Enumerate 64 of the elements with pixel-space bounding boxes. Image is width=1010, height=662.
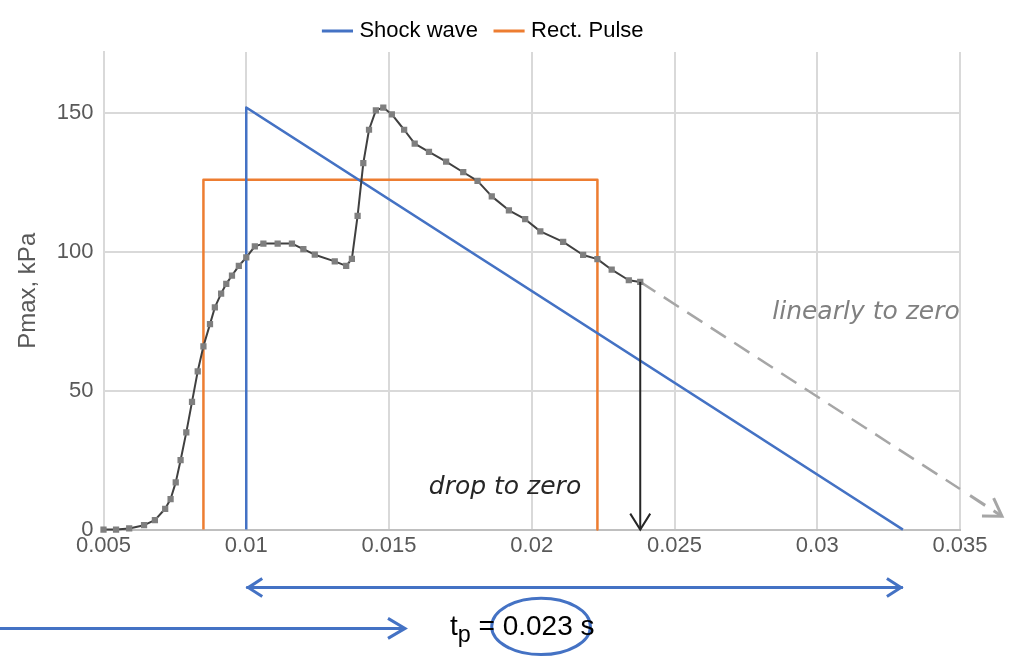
point xyxy=(411,140,418,147)
y-tick-label: 150 xyxy=(56,99,94,125)
point xyxy=(401,126,408,133)
point xyxy=(172,479,179,486)
point xyxy=(594,256,601,263)
point xyxy=(300,246,307,253)
point xyxy=(488,193,495,200)
point xyxy=(200,343,207,350)
y-tick-label: 100 xyxy=(56,237,94,263)
point xyxy=(360,159,367,167)
point xyxy=(460,169,467,176)
point xyxy=(442,158,450,165)
annotation: linearly to zero xyxy=(772,295,960,325)
point xyxy=(505,207,513,214)
y-tick-label: 50 xyxy=(69,376,94,402)
x-tick-label: 0.01 xyxy=(224,531,268,557)
point xyxy=(251,243,258,250)
x-tick-label: 0.03 xyxy=(795,531,839,557)
point xyxy=(331,258,338,265)
legend-label: Shock wave xyxy=(359,17,479,43)
point xyxy=(522,216,529,223)
point xyxy=(580,251,587,259)
point xyxy=(274,240,281,247)
point xyxy=(126,525,133,532)
point xyxy=(372,107,379,114)
point xyxy=(625,277,632,284)
point xyxy=(112,526,120,533)
point xyxy=(260,240,267,247)
point xyxy=(211,304,218,311)
point xyxy=(537,228,544,235)
point xyxy=(425,148,433,156)
point xyxy=(560,238,567,246)
point xyxy=(162,505,169,512)
point xyxy=(311,251,318,258)
point xyxy=(243,254,250,261)
annotation: drop to zero xyxy=(428,470,582,500)
point xyxy=(206,321,214,328)
y-axis-title: Pmax, kPa xyxy=(13,232,41,349)
point xyxy=(354,212,361,219)
point xyxy=(223,280,230,287)
point xyxy=(388,111,395,118)
point xyxy=(608,266,615,273)
x-tick-label: 0.02 xyxy=(510,531,554,557)
point xyxy=(348,255,356,262)
point xyxy=(177,457,184,464)
point xyxy=(380,104,387,111)
point xyxy=(183,429,190,436)
point xyxy=(288,240,296,247)
point xyxy=(228,272,236,279)
point xyxy=(100,526,107,533)
point xyxy=(343,262,350,269)
point xyxy=(167,495,174,503)
point xyxy=(365,126,373,133)
point xyxy=(140,522,148,529)
point xyxy=(218,290,225,297)
point xyxy=(235,262,242,269)
point xyxy=(151,517,159,524)
legend-label: Rect. Pulse xyxy=(531,17,644,43)
point xyxy=(474,177,481,184)
point xyxy=(194,368,201,375)
x-tick-label: 0.035 xyxy=(932,531,988,557)
x-tick-label: 0.025 xyxy=(646,531,703,557)
x-tick-label: 0.015 xyxy=(361,531,417,557)
point xyxy=(188,398,196,405)
